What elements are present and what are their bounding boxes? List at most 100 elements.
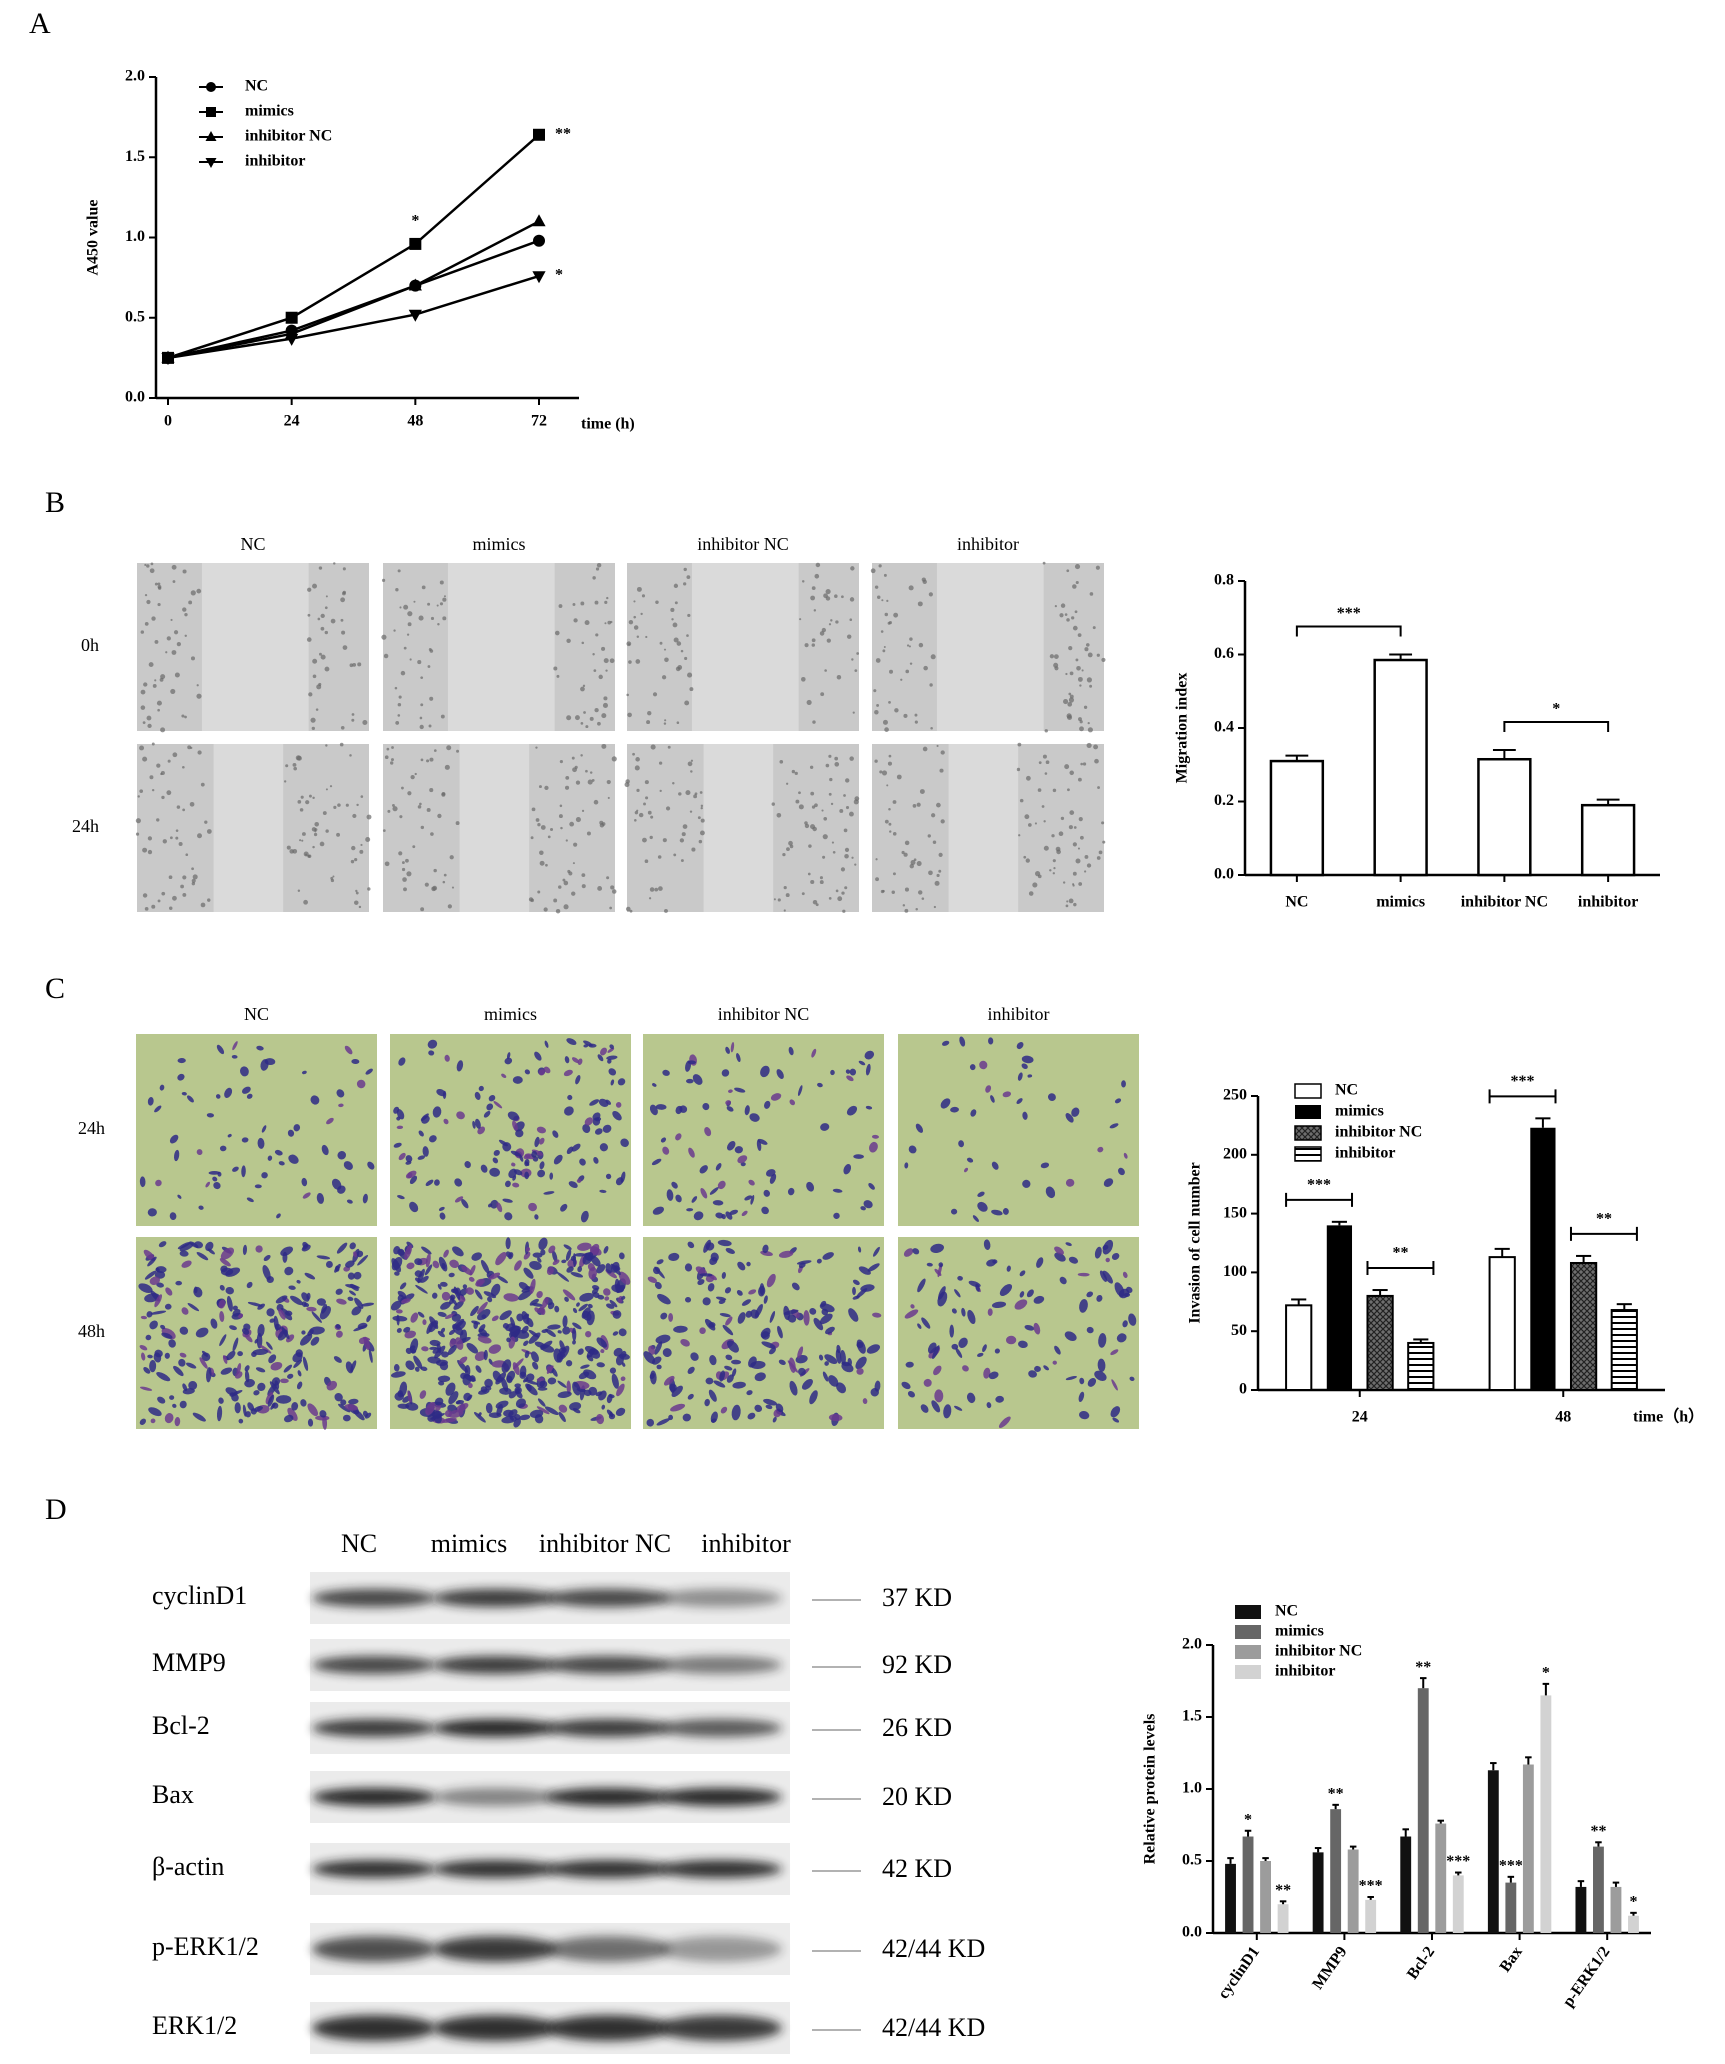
cell xyxy=(179,1326,189,1335)
cell xyxy=(725,1100,732,1105)
cell xyxy=(1025,775,1031,781)
cell xyxy=(1037,788,1042,792)
cell xyxy=(406,1262,415,1270)
cell xyxy=(704,1318,716,1331)
cell xyxy=(1043,820,1046,823)
cell xyxy=(451,1297,458,1306)
x-tick-label: 48 xyxy=(407,413,423,430)
cell xyxy=(232,1337,239,1352)
protein-label: p-ERK1/2 xyxy=(152,1932,259,1961)
cell xyxy=(889,669,894,674)
cell xyxy=(644,859,649,864)
cell xyxy=(627,712,632,718)
cell xyxy=(439,580,444,585)
cell xyxy=(549,1172,554,1180)
cell xyxy=(715,1163,722,1171)
cell xyxy=(759,1283,765,1296)
cell xyxy=(175,829,179,832)
cell xyxy=(1122,1271,1128,1278)
cell xyxy=(1065,904,1069,908)
cell xyxy=(1087,722,1090,725)
error-bar xyxy=(1244,1829,1252,1837)
cell xyxy=(334,1393,343,1402)
cell xyxy=(301,1177,308,1187)
cell xyxy=(430,832,434,836)
cell xyxy=(441,1417,457,1423)
cell xyxy=(529,1260,542,1270)
cell xyxy=(441,1262,446,1270)
cell xyxy=(528,897,534,902)
cell xyxy=(443,1249,449,1258)
cell xyxy=(1064,1331,1077,1341)
blot-band xyxy=(546,1788,670,1806)
cell xyxy=(564,785,570,790)
cell xyxy=(332,875,335,878)
cell xyxy=(166,790,172,796)
cell xyxy=(492,1157,499,1164)
cell xyxy=(972,1215,979,1222)
cell xyxy=(778,1250,794,1258)
cell xyxy=(347,1272,355,1280)
cell xyxy=(168,875,173,880)
cell xyxy=(200,902,206,908)
cell xyxy=(437,813,442,819)
cell xyxy=(825,588,831,595)
panel-label: B xyxy=(45,486,65,519)
cell xyxy=(596,562,602,568)
cell xyxy=(1121,1080,1126,1088)
cell xyxy=(1037,874,1042,879)
cell xyxy=(660,1137,667,1143)
cell xyxy=(1044,772,1048,775)
cell xyxy=(788,840,793,846)
cell xyxy=(685,790,691,796)
cell xyxy=(284,1266,294,1276)
cell xyxy=(164,1303,172,1310)
cell xyxy=(1002,1208,1009,1215)
cell xyxy=(1054,1252,1066,1262)
cell xyxy=(1099,1270,1108,1282)
cell xyxy=(445,1382,456,1396)
cell xyxy=(609,1367,617,1374)
cell xyxy=(940,1098,951,1109)
cell xyxy=(1055,846,1061,852)
cell xyxy=(697,816,701,820)
cell xyxy=(726,1106,734,1112)
cell xyxy=(566,1146,574,1155)
cell xyxy=(194,1241,203,1249)
cell xyxy=(325,829,329,833)
y-axis-label: A450 value xyxy=(85,200,102,276)
cell xyxy=(566,638,571,644)
cell xyxy=(628,619,634,625)
cell xyxy=(618,1252,625,1260)
cell xyxy=(687,613,691,618)
cell xyxy=(910,860,916,865)
cell xyxy=(492,1370,502,1383)
cell xyxy=(417,660,422,665)
error-bar xyxy=(1494,1247,1510,1258)
error-bar xyxy=(1596,798,1620,806)
cell xyxy=(259,1344,272,1354)
cell xyxy=(580,686,585,692)
cell xyxy=(349,1242,356,1250)
bar xyxy=(1407,1341,1435,1391)
cell xyxy=(1065,1242,1072,1247)
cell xyxy=(824,1354,838,1365)
cell xyxy=(573,842,578,847)
cell xyxy=(219,1311,225,1323)
cell xyxy=(529,1278,536,1295)
cell xyxy=(905,669,910,674)
cell xyxy=(611,1284,625,1293)
cell xyxy=(287,1407,298,1421)
y-tick-label: 0.8 xyxy=(1214,572,1234,589)
cell xyxy=(143,1367,151,1374)
cell xyxy=(420,907,425,912)
cell xyxy=(595,1391,603,1397)
cell xyxy=(712,1200,724,1206)
cell xyxy=(587,779,593,785)
cell xyxy=(226,1295,233,1312)
column-label: inhibitor NC xyxy=(718,1004,810,1024)
cell xyxy=(1087,652,1093,658)
cell xyxy=(390,1300,402,1311)
size-label: 20 KD xyxy=(882,1782,952,1811)
cell xyxy=(761,1341,776,1349)
